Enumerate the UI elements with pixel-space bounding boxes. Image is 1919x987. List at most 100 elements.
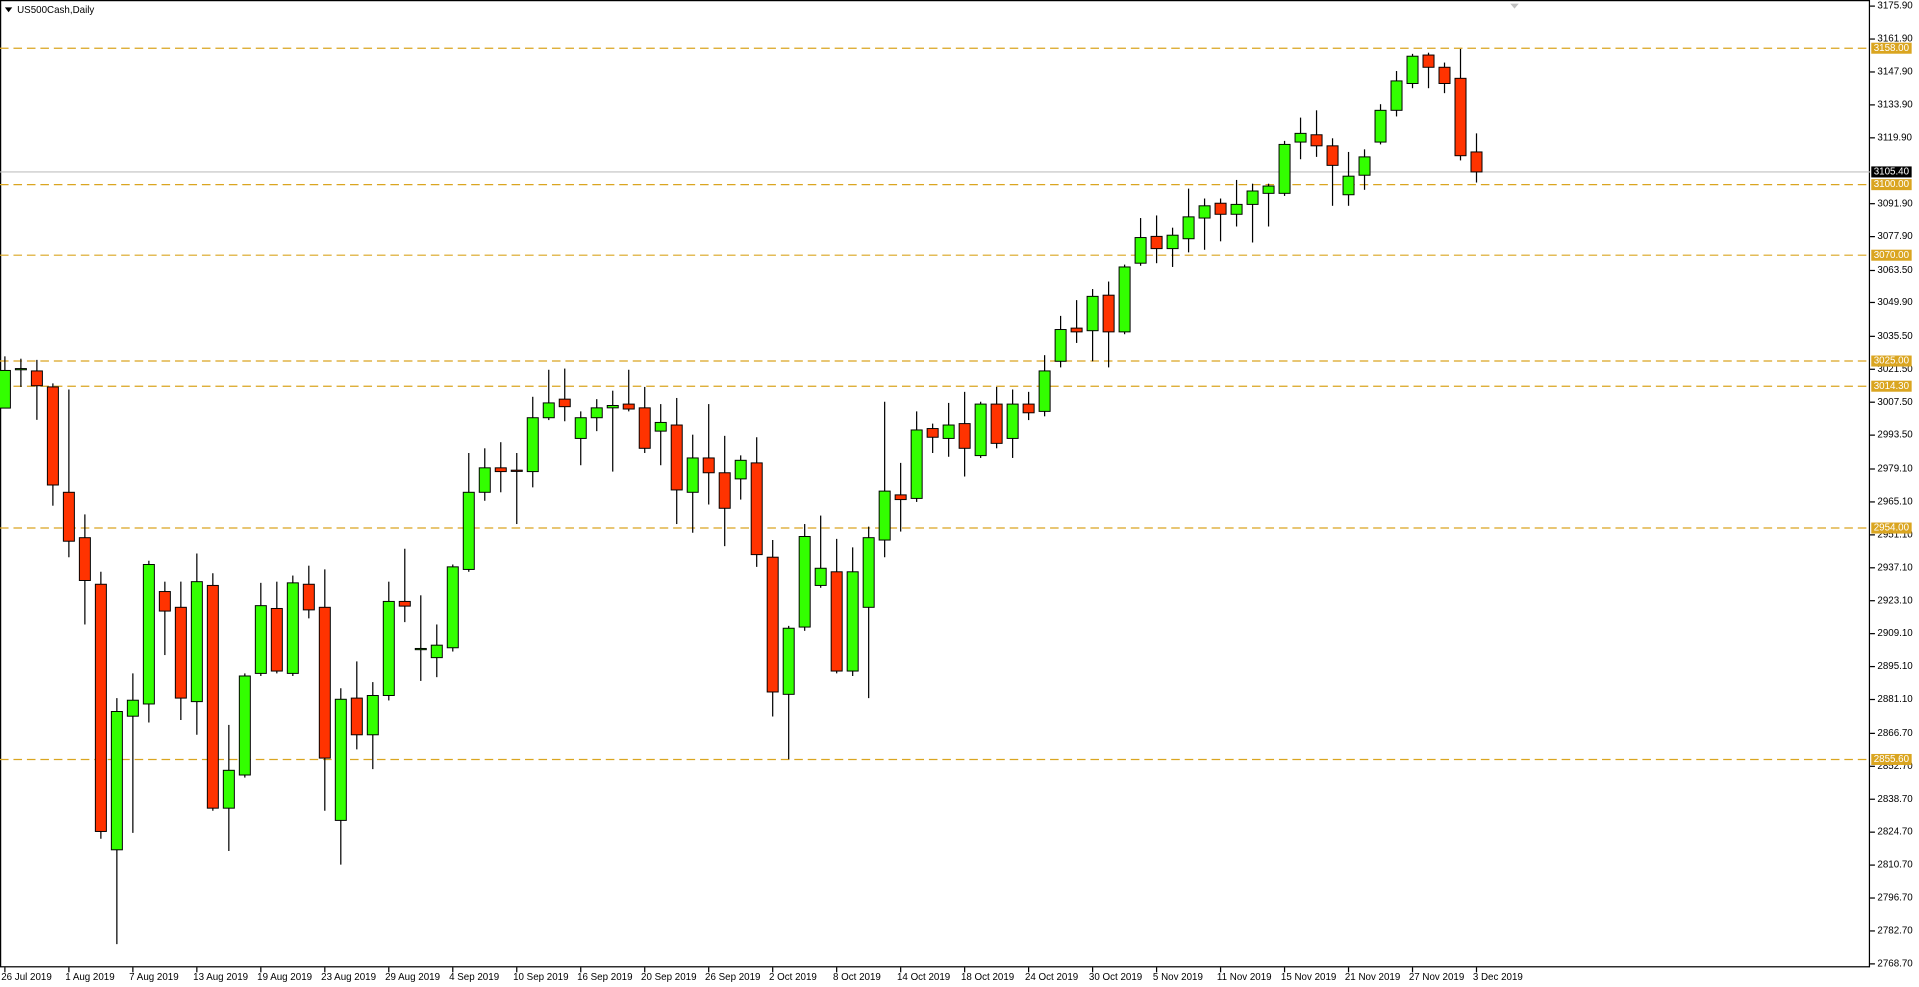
y-tick-label: 2895.10 xyxy=(1877,661,1913,672)
x-tick-label: 27 Nov 2019 xyxy=(1409,972,1464,983)
x-tick-label: 8 Oct 2019 xyxy=(833,972,881,983)
x-tick-label: 26 Sep 2019 xyxy=(705,972,760,983)
plot-frame xyxy=(0,0,1871,968)
x-tick-label: 1 Aug 2019 xyxy=(65,972,114,983)
candle-body xyxy=(1198,205,1211,219)
candle-body xyxy=(1150,235,1163,250)
candle-body xyxy=(510,469,523,472)
candle-body xyxy=(302,583,315,611)
x-tick-label: 2 Oct 2019 xyxy=(769,972,817,983)
y-tick-label: 2866.70 xyxy=(1877,728,1913,739)
candle-body xyxy=(910,429,923,499)
candle-body xyxy=(766,556,779,693)
current-price-box xyxy=(1871,166,1912,178)
candle-body xyxy=(638,407,651,449)
level-label-box xyxy=(1871,753,1912,765)
level-label: 3014.30 xyxy=(1874,381,1910,392)
candle-body xyxy=(718,472,731,509)
candle-body xyxy=(14,368,27,371)
candle-body xyxy=(814,567,827,586)
y-tick-label: 3147.90 xyxy=(1877,67,1913,78)
y-tick-label: 2824.70 xyxy=(1877,827,1913,838)
level-label-box xyxy=(1871,249,1912,261)
y-tick-label: 2768.70 xyxy=(1877,958,1913,969)
x-tick-label: 5 Nov 2019 xyxy=(1153,972,1203,983)
chart-menu-icon[interactable] xyxy=(4,7,13,13)
candle-body xyxy=(542,402,555,419)
candle-body xyxy=(702,457,715,474)
y-tick-label: 3021.50 xyxy=(1877,364,1913,375)
candle-body xyxy=(398,600,411,607)
candle-body xyxy=(254,605,267,674)
candle-body xyxy=(1390,80,1403,111)
candle-body xyxy=(750,462,763,556)
candle-body xyxy=(1342,175,1355,196)
candle-body xyxy=(830,571,843,672)
candle-body xyxy=(846,571,859,672)
x-tick-label: 11 Nov 2019 xyxy=(1217,972,1272,983)
candle-body xyxy=(430,644,443,659)
y-tick-label: 3175.90 xyxy=(1877,1,1913,12)
x-tick-label: 26 Jul 2019 xyxy=(1,972,52,983)
candle-body xyxy=(1422,54,1435,68)
candle-body xyxy=(942,424,955,439)
candle-body xyxy=(1134,237,1147,264)
candle-body xyxy=(558,398,571,408)
y-tick-label: 3049.90 xyxy=(1877,297,1913,308)
candle-body xyxy=(574,417,587,439)
candle-body xyxy=(1278,143,1291,194)
candle-body xyxy=(350,697,363,736)
level-label-box xyxy=(1871,355,1912,367)
candle-body xyxy=(1262,185,1275,194)
y-tick-label: 3077.90 xyxy=(1877,231,1913,242)
candle-body xyxy=(126,699,139,717)
candle-body xyxy=(270,607,283,672)
x-tick-label: 29 Aug 2019 xyxy=(385,972,440,983)
candle-body xyxy=(670,424,683,491)
candle-body xyxy=(462,491,475,570)
candle-body xyxy=(1246,190,1259,205)
candle-body xyxy=(1038,370,1051,412)
level-label: 3100.00 xyxy=(1874,179,1910,190)
candle-body xyxy=(78,537,91,581)
candle-body xyxy=(782,627,795,695)
candle-body xyxy=(1214,202,1227,215)
candle-body xyxy=(526,417,539,473)
candle-body xyxy=(926,428,939,438)
level-label-box xyxy=(1871,522,1912,534)
candle-body xyxy=(862,537,875,608)
candle-body xyxy=(318,606,331,759)
candle-body xyxy=(382,600,395,696)
candle-body xyxy=(1438,66,1451,84)
level-label-box xyxy=(1871,380,1912,392)
candle-body xyxy=(62,491,75,542)
y-tick-label: 2881.10 xyxy=(1877,694,1913,705)
y-tick-label: 3063.50 xyxy=(1877,265,1913,276)
candle-body xyxy=(606,405,619,409)
x-tick-label: 19 Aug 2019 xyxy=(257,972,312,983)
candle-body xyxy=(414,647,427,651)
candle-body xyxy=(1326,145,1339,166)
level-label-box xyxy=(1871,179,1912,191)
level-label: 3070.00 xyxy=(1874,250,1910,261)
x-tick-label: 18 Oct 2019 xyxy=(961,972,1014,983)
y-tick-label: 3161.90 xyxy=(1877,34,1913,45)
y-tick-label: 3035.50 xyxy=(1877,331,1913,342)
candle-body xyxy=(1006,403,1019,439)
candle-body xyxy=(46,386,59,486)
candle-body xyxy=(654,421,667,432)
y-tick-label: 2810.70 xyxy=(1877,860,1913,871)
y-tick-label: 2838.70 xyxy=(1877,794,1913,805)
candle-body xyxy=(0,369,11,409)
y-tick-label: 2993.50 xyxy=(1877,430,1913,441)
candle-body xyxy=(478,467,491,493)
x-tick-label: 13 Aug 2019 xyxy=(193,972,248,983)
candle-body xyxy=(894,494,907,501)
shift-marker[interactable] xyxy=(1510,3,1519,9)
candle-body xyxy=(1086,295,1099,332)
y-tick-label: 3119.90 xyxy=(1877,132,1912,143)
x-tick-label: 3 Dec 2019 xyxy=(1473,972,1523,983)
x-tick-label: 4 Sep 2019 xyxy=(449,972,499,983)
